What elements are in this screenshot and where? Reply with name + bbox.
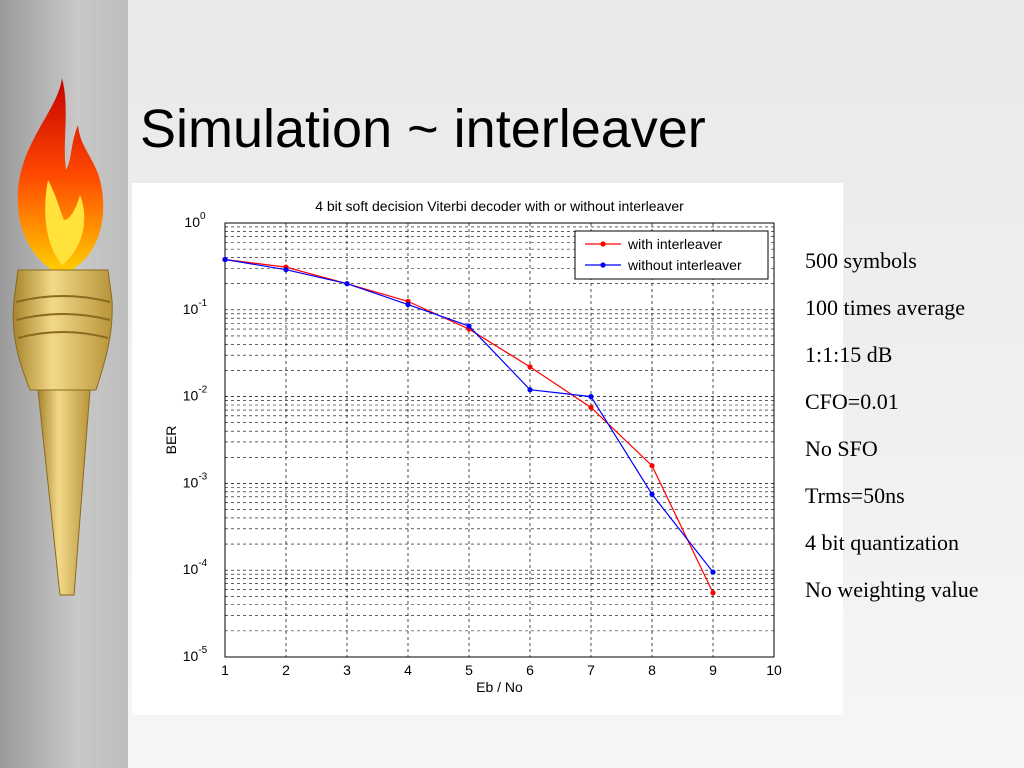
x-tick-label: 5 — [465, 662, 473, 678]
data-point-1 — [710, 569, 716, 575]
x-tick-label: 2 — [282, 662, 290, 678]
torch-cup — [12, 269, 113, 391]
legend-marker-1 — [600, 262, 606, 268]
y-tick-label: 10-1 — [183, 298, 208, 317]
x-tick-label: 7 — [587, 662, 595, 678]
data-point-0 — [588, 404, 594, 411]
plot-area — [225, 223, 774, 657]
torch-flame-inner — [45, 180, 85, 265]
data-point-1 — [527, 387, 533, 393]
note-item: 500 symbols — [805, 248, 917, 273]
data-point-1 — [344, 281, 350, 287]
y-axis-label: BER — [163, 426, 179, 455]
data-point-1 — [222, 256, 228, 263]
data-point-1 — [649, 491, 655, 497]
torch-handle — [37, 389, 91, 596]
legend-label-1: without interleaver — [627, 257, 742, 273]
ber-chart: 1 2 3 4 5 6 7 8 9 10 100 10-1 10-2 10-3 10-4 10-5 4 bit … — [163, 198, 782, 695]
legend-marker-0 — [600, 241, 606, 247]
note-item: 1:1:15 dB — [805, 342, 893, 367]
y-tick-label: 10-3 — [183, 471, 208, 490]
x-tick-label: 4 — [404, 662, 412, 678]
data-point-1 — [405, 301, 411, 308]
y-tick-label: 100 — [184, 211, 206, 230]
data-point-0 — [527, 364, 533, 370]
y-tick-label: 10-2 — [183, 385, 208, 404]
slide-title: Simulation ~ interleaver — [140, 99, 706, 159]
x-tick-label: 3 — [343, 662, 351, 678]
chart-panel: 1 2 3 4 5 6 7 8 9 10 100 10-1 10-2 10-3 10-4 10-5 4 bit … — [132, 183, 843, 715]
y-tick-label: 10-4 — [183, 558, 208, 577]
note-item: CFO=0.01 — [805, 389, 899, 414]
data-point-1 — [283, 267, 289, 273]
x-tick-label: 1 — [221, 662, 229, 678]
plot-frame — [224, 222, 775, 658]
y-tick-label: 10-5 — [183, 645, 208, 664]
x-tick-label: 6 — [526, 662, 534, 678]
x-tick-label: 10 — [766, 662, 782, 678]
note-item: No SFO — [805, 436, 878, 461]
x-tick-label: 8 — [648, 662, 656, 678]
note-item: 100 times average — [805, 295, 966, 320]
note-item: Trms=50ns — [805, 483, 905, 508]
x-axis-label: Eb / No — [476, 679, 523, 695]
x-tick-label: 9 — [709, 662, 717, 678]
notes-list: 500 symbols 100 times average 1:1:15 dB … — [805, 246, 1015, 623]
legend-box — [574, 230, 769, 280]
legend-label-0: with interleaver — [627, 236, 722, 252]
data-point-0 — [649, 463, 655, 469]
data-point-0 — [710, 590, 716, 596]
data-point-1 — [466, 323, 472, 329]
data-point-1 — [588, 394, 594, 400]
chart-title: 4 bit soft decision Viterbi decoder with… — [315, 198, 684, 214]
torch-icon — [12, 78, 113, 596]
note-item: No weighting value — [805, 577, 979, 602]
note-item: 4 bit quantization — [805, 530, 959, 555]
